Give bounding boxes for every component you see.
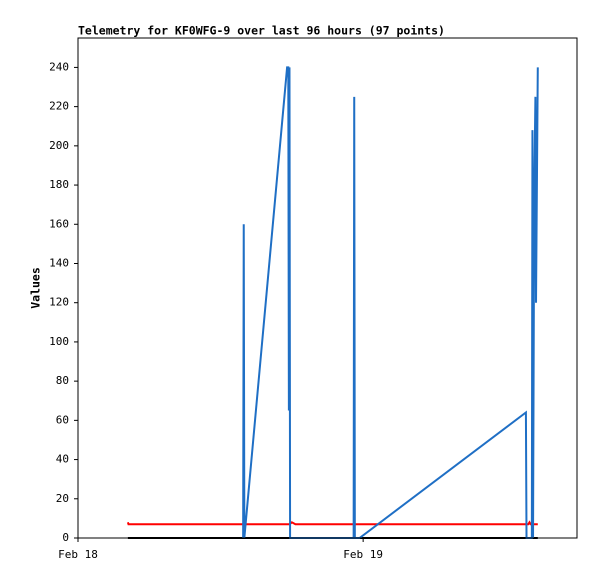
plot-frame — [77, 37, 578, 539]
y-tick-label: 20 — [56, 492, 69, 505]
y-tick-label: 220 — [49, 100, 69, 113]
x-tick-label: Feb 18 — [58, 548, 98, 561]
y-tick-label: 160 — [49, 217, 69, 230]
y-axis-label: Values — [29, 267, 43, 309]
y-tick-label: 80 — [56, 374, 69, 387]
y-tick-label: 180 — [49, 178, 69, 191]
y-tick-label: 140 — [49, 256, 69, 269]
y-tick-label: 0 — [62, 531, 69, 544]
chart-title: Telemetry for KF0WFG-9 over last 96 hour… — [78, 24, 445, 38]
y-tick-label: 120 — [49, 296, 69, 309]
y-tick-label: 60 — [56, 413, 69, 426]
y-tick-label: 240 — [49, 60, 69, 73]
y-tick-label: 200 — [49, 139, 69, 152]
x-tick-label: Feb 19 — [343, 548, 383, 561]
y-tick-label: 40 — [56, 453, 69, 466]
y-tick-label: 100 — [49, 335, 69, 348]
